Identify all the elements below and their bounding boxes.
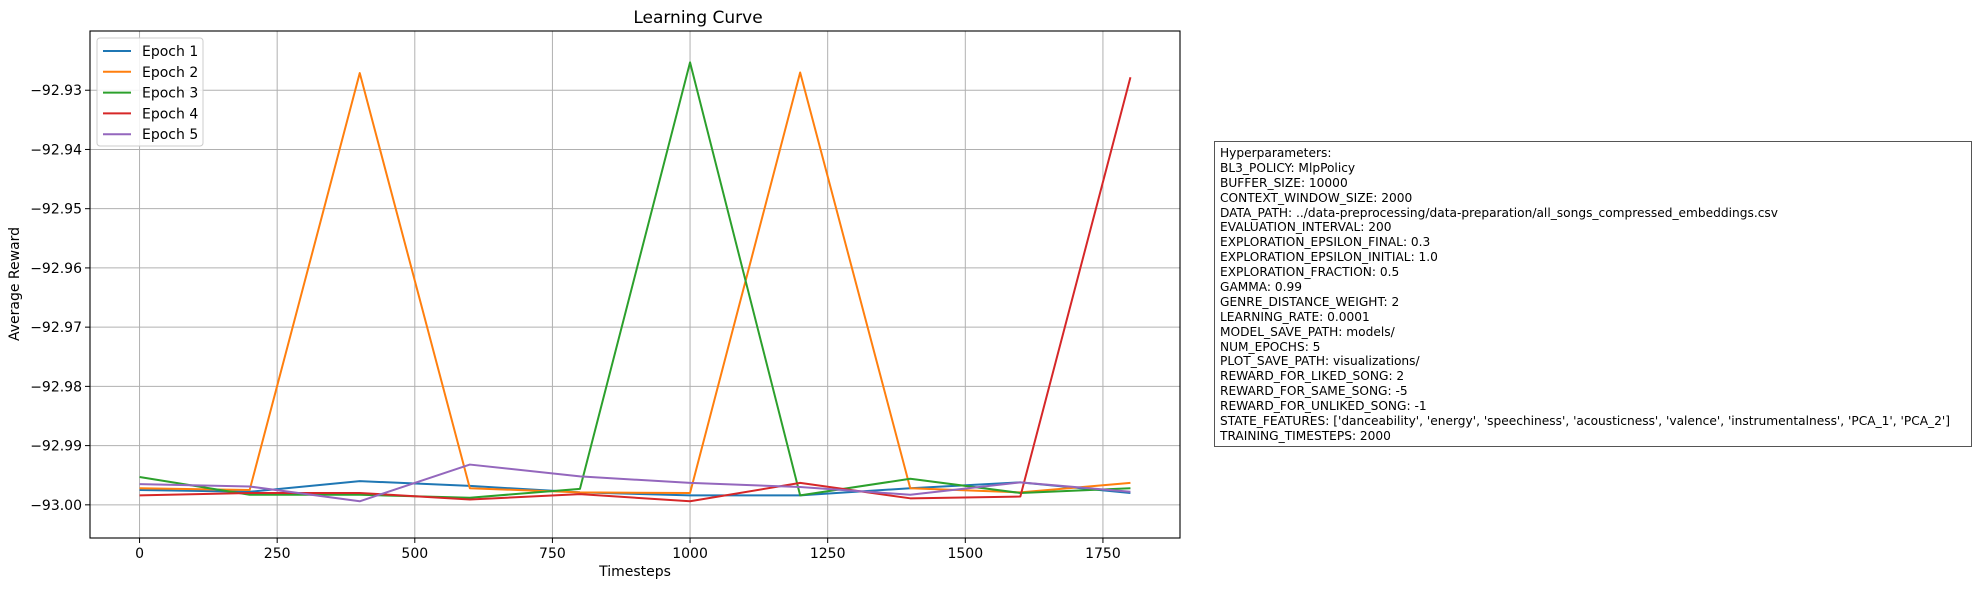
x-tick-label: 1000: [672, 546, 708, 562]
grid-lines: [90, 31, 1180, 538]
chart-title: Learning Curve: [633, 8, 762, 28]
legend-label-epoch-4: Epoch 4: [142, 106, 198, 122]
hyperparameter-line: GENRE_DISTANCE_WEIGHT: 2: [1220, 294, 1400, 309]
y-tick-label: −92.98: [30, 379, 82, 395]
axis-ticks: 0 250 500 750 1000 1250 1500 1750 −92.93 −92.94 −9…: [30, 83, 1121, 562]
x-tick-label: 1750: [1085, 546, 1121, 562]
series-line-epoch-3: [139, 61, 1131, 499]
y-tick-label: −92.96: [30, 261, 82, 277]
y-tick-label: −92.95: [30, 202, 82, 218]
y-tick-label: −93.00: [30, 498, 82, 514]
hyperparameter-line: EXPLORATION_EPSILON_FINAL: 0.3: [1220, 235, 1431, 250]
legend-box: [96, 37, 204, 147]
hyperparameter-line: MODEL_SAVE_PATH: models/: [1220, 324, 1395, 339]
hyperparameter-line: CONTEXT_WINDOW_SIZE: 2000: [1220, 190, 1413, 205]
y-tick-label: −92.94: [30, 142, 82, 158]
hyperparameters-box: Hyperparameters: BL3_POLICY: MlpPolicy BU…: [1214, 141, 1972, 447]
x-tick-label: 500: [401, 546, 428, 562]
hyperparameter-line: REWARD_FOR_LIKED_SONG: 2: [1220, 369, 1405, 384]
plot-area-frame: [89, 30, 1181, 539]
x-tick-label: 250: [264, 546, 291, 562]
series-lines: [139, 61, 1132, 503]
series-line-epoch-4: [139, 76, 1132, 503]
legend: Epoch 1 Epoch 2 Epoch 3 Epoch 4 Epoch 5: [96, 37, 204, 147]
hyperparameter-line: STATE_FEATURES: ['danceability', 'energy…: [1220, 414, 1951, 429]
legend-label-epoch-1: Epoch 1: [142, 44, 198, 60]
hyperparameter-line: LEARNING_RATE: 0.0001: [1220, 309, 1370, 324]
legend-label-epoch-2: Epoch 2: [142, 65, 198, 81]
hyperparameter-line: NUM_EPOCHS: 5: [1220, 339, 1321, 354]
hyperparameters-heading: Hyperparameters:: [1220, 146, 1332, 160]
hyperparameter-line: DATA_PATH: ../data-preprocessing/data-pr…: [1220, 205, 1778, 220]
hyperparameter-line: BUFFER_SIZE: 10000: [1220, 175, 1348, 190]
hyperparameter-line: EXPLORATION_EPSILON_INITIAL: 1.0: [1220, 250, 1438, 265]
y-tick-label: −92.97: [30, 320, 82, 336]
hyperparameter-line: PLOT_SAVE_PATH: visualizations/: [1220, 354, 1420, 369]
y-tick-label: −92.93: [30, 83, 82, 99]
hyperparameters-list: BL3_POLICY: MlpPolicy BUFFER_SIZE: 10000 C…: [1220, 160, 1967, 443]
x-axis-title: Timesteps: [598, 564, 671, 580]
y-axis-title: Average Reward: [7, 227, 23, 341]
hyperparameter-line: EXPLORATION_FRACTION: 0.5: [1220, 265, 1400, 280]
series-line-epoch-5: [139, 463, 1131, 503]
x-tick-label: 1250: [810, 546, 846, 562]
hyperparameter-line: EVALUATION_INTERVAL: 200: [1220, 220, 1392, 235]
hyperparameter-line: REWARD_FOR_SAME_SONG: -5: [1220, 384, 1408, 399]
hyperparameter-line: REWARD_FOR_UNLIKED_SONG: -1: [1220, 399, 1427, 414]
x-tick-label: 1500: [947, 546, 983, 562]
legend-label-epoch-5: Epoch 5: [142, 127, 198, 143]
x-tick-label: 0: [135, 546, 144, 562]
x-tick-label: 750: [539, 546, 566, 562]
legend-label-epoch-3: Epoch 3: [142, 86, 198, 102]
series-line-epoch-2: [139, 71, 1131, 494]
hyperparameter-line: BL3_POLICY: MlpPolicy: [1220, 160, 1356, 175]
hyperparameter-line: GAMMA: 0.99: [1220, 280, 1303, 295]
y-tick-label: −92.99: [30, 439, 82, 455]
hyperparameter-line: TRAINING_TIMESTEPS: 2000: [1220, 428, 1391, 443]
